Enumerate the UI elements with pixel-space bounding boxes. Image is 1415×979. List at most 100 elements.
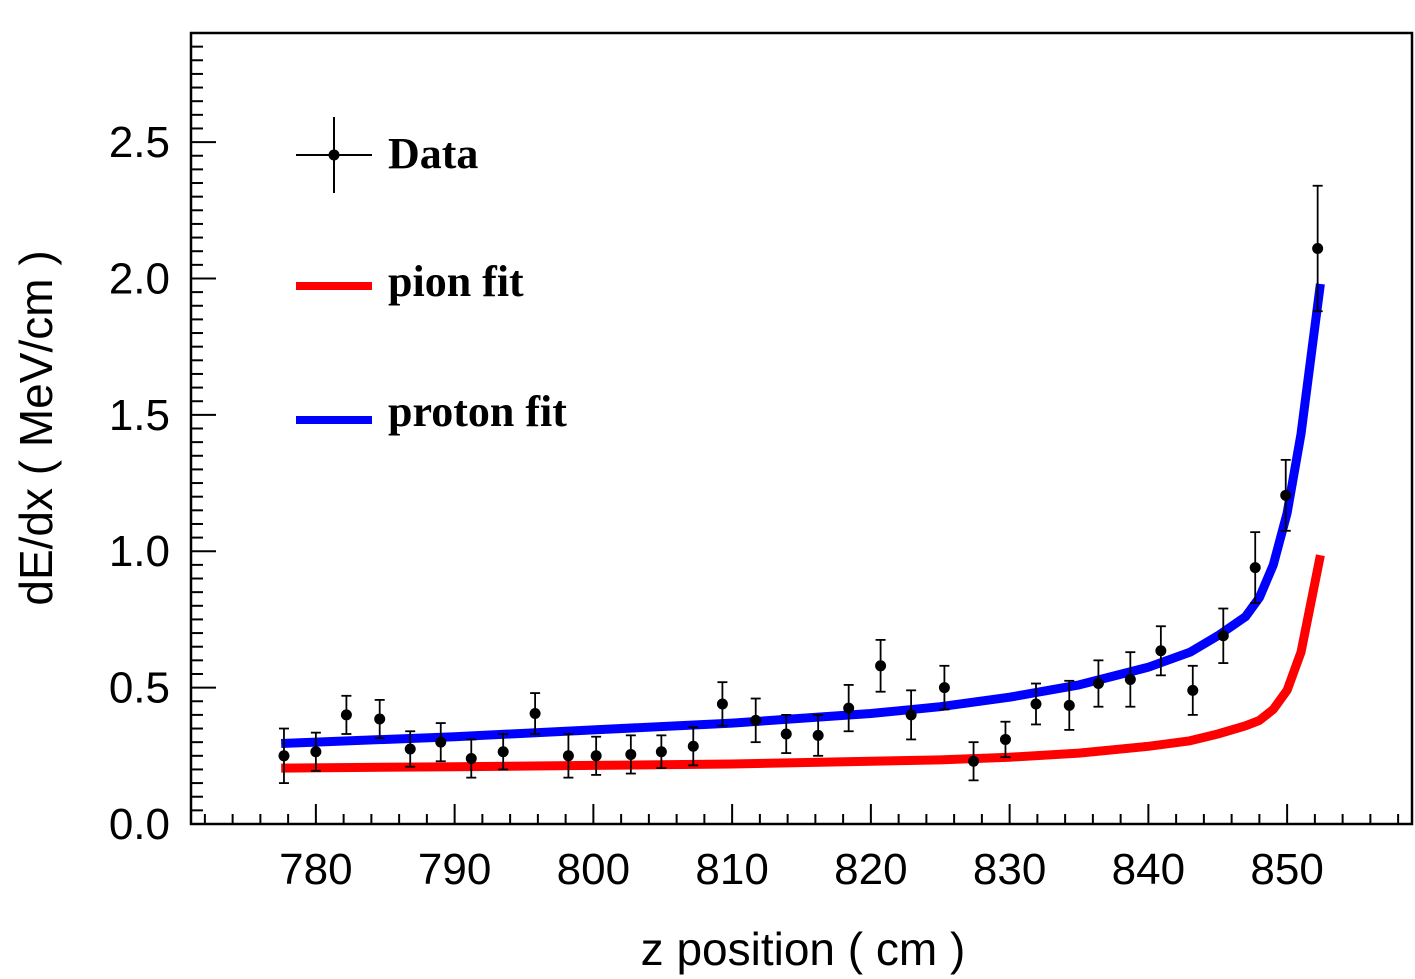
- x-axis-title: z position ( cm ): [641, 923, 966, 975]
- data-point: [310, 731, 322, 772]
- data-marker: [404, 743, 416, 755]
- x-tick-label: 840: [1112, 845, 1185, 894]
- data-marker: [812, 729, 824, 741]
- data-point: [374, 698, 386, 739]
- data-marker: [590, 750, 602, 762]
- data-marker: [905, 709, 917, 721]
- data-marker: [1217, 630, 1229, 642]
- x-tick-label: 810: [695, 845, 768, 894]
- legend-item-pion: pion fit: [296, 257, 524, 306]
- data-marker: [497, 746, 509, 758]
- data-marker: [340, 709, 352, 721]
- proton-fit-line: [281, 283, 1325, 748]
- y-axis-title: dE/dx ( MeV/cm ): [10, 250, 62, 605]
- pion-fit-line: [281, 554, 1325, 773]
- data-marker: [875, 660, 887, 672]
- data-point: [1249, 531, 1261, 604]
- x-tick-label: 790: [418, 845, 491, 894]
- legend: Data pion fit proton fit: [296, 117, 567, 436]
- data-marker: [655, 746, 667, 758]
- data-point: [999, 720, 1011, 759]
- data-point: [780, 713, 792, 754]
- data-point: [465, 738, 477, 779]
- data-point: [1092, 659, 1104, 708]
- data-marker: [968, 755, 980, 767]
- y-tick-label: 2.0: [109, 254, 170, 303]
- data-marker: [1155, 645, 1167, 657]
- y-tick-labels: 0.0 0.5 1.0 1.5 2.0 2.5: [109, 118, 170, 849]
- legend-label-pion: pion fit: [388, 257, 524, 306]
- axis-minor-ticks: [191, 32, 1400, 824]
- data-marker: [278, 750, 290, 762]
- y-tick-label: 0.5: [109, 664, 170, 713]
- data-point: [435, 722, 447, 763]
- fit-curves: [281, 283, 1325, 773]
- x-tick-label: 820: [834, 845, 907, 894]
- data-marker: [716, 698, 728, 710]
- legend-item-proton: proton fit: [296, 387, 567, 436]
- data-marker: [1312, 242, 1324, 254]
- data-marker: [465, 753, 477, 765]
- data-point: [938, 664, 950, 711]
- data-points: [278, 184, 1324, 784]
- data-point: [812, 713, 824, 757]
- data-point: [529, 692, 541, 735]
- data-marker: [310, 746, 322, 758]
- data-marker: [625, 748, 637, 760]
- data-marker: [843, 702, 855, 714]
- y-tick-label: 1.5: [109, 391, 170, 440]
- data-marker: [938, 682, 950, 694]
- data-point: [278, 727, 290, 784]
- data-marker: [1187, 684, 1199, 696]
- legend-item-data: Data: [296, 117, 478, 193]
- data-marker: [435, 736, 447, 748]
- x-tick-label: 780: [279, 845, 352, 894]
- data-point: [1063, 679, 1075, 731]
- data-point: [562, 733, 574, 779]
- data-marker: [1030, 698, 1042, 710]
- y-tick-label: 0.0: [109, 800, 170, 849]
- plot-frame: [189, 31, 1414, 826]
- data-marker: [374, 713, 386, 725]
- data-marker: [1063, 699, 1075, 711]
- data-point: [590, 735, 602, 776]
- data-point: [340, 694, 352, 735]
- y-tick-label: 1.0: [109, 527, 170, 576]
- data-marker: [1280, 489, 1292, 501]
- data-marker: [687, 740, 699, 752]
- data-point: [968, 741, 980, 782]
- data-point: [625, 734, 637, 775]
- data-marker: [750, 714, 762, 726]
- legend-data-marker: [328, 149, 340, 161]
- data-point: [750, 697, 762, 744]
- data-point: [716, 681, 728, 727]
- data-point: [497, 733, 509, 771]
- data-marker: [562, 750, 574, 762]
- x-tick-label: 830: [973, 845, 1046, 894]
- x-tick-label: 800: [557, 845, 630, 894]
- legend-label-proton: proton fit: [388, 387, 567, 436]
- data-point: [875, 638, 887, 693]
- data-point: [1124, 651, 1136, 708]
- data-point: [843, 683, 855, 733]
- data-point: [1030, 682, 1042, 726]
- data-marker: [999, 733, 1011, 745]
- data-point: [1155, 625, 1167, 677]
- data-point: [404, 730, 416, 768]
- data-marker: [780, 728, 792, 740]
- data-point: [1217, 607, 1229, 664]
- y-tick-label: 2.5: [109, 118, 170, 167]
- data-point: [905, 689, 917, 741]
- data-marker: [529, 708, 541, 720]
- data-point: [687, 726, 699, 767]
- data-point: [1280, 458, 1292, 532]
- data-marker: [1092, 678, 1104, 690]
- legend-label-data: Data: [388, 129, 478, 178]
- data-point: [1187, 664, 1199, 716]
- data-point: [1312, 184, 1324, 313]
- data-point: [655, 734, 667, 769]
- x-tick-label: 850: [1250, 845, 1323, 894]
- data-marker: [1249, 562, 1261, 574]
- x-tick-labels: 780 790 800 810 820 830 840 850: [279, 845, 1324, 894]
